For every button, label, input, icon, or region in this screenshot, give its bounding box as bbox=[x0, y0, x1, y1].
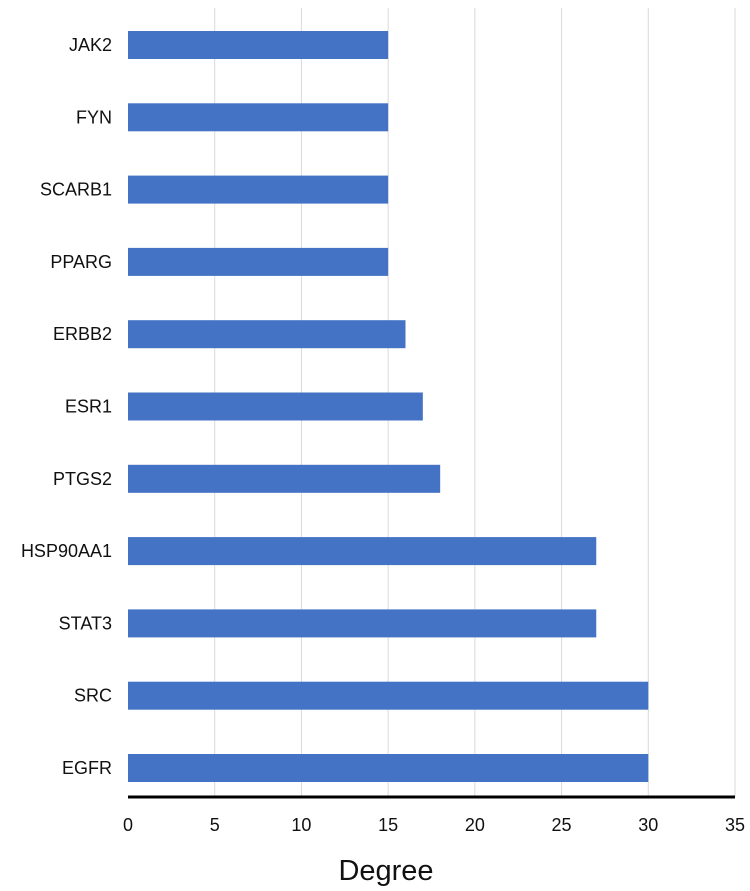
bars bbox=[128, 31, 649, 782]
category-label: PTGS2 bbox=[53, 469, 112, 489]
x-tick-label: 5 bbox=[210, 815, 220, 835]
bar-stat3 bbox=[128, 609, 597, 638]
category-label: ERBB2 bbox=[53, 324, 112, 344]
category-labels: JAK2 FYN SCARB1 PPARG ERBB2 ESR1 PTGS2 HSP90AA1… bbox=[21, 35, 112, 778]
category-label: PPARG bbox=[50, 252, 112, 272]
bar-hsp90aa1 bbox=[128, 537, 597, 566]
bar-ptgs2 bbox=[128, 464, 441, 493]
category-label: STAT3 bbox=[59, 613, 112, 633]
x-tick-label: 30 bbox=[638, 815, 658, 835]
x-tick-label: 35 bbox=[725, 815, 745, 835]
category-label: SRC bbox=[74, 686, 112, 706]
bar-esr1 bbox=[128, 392, 423, 421]
category-label: SCARB1 bbox=[40, 180, 112, 200]
x-axis-title: Degree bbox=[338, 855, 433, 887]
x-tick-label: 10 bbox=[291, 815, 311, 835]
bar-fyn bbox=[128, 103, 389, 132]
category-label: JAK2 bbox=[69, 35, 112, 55]
category-label: ESR1 bbox=[65, 397, 112, 417]
x-tick-label: 0 bbox=[123, 815, 133, 835]
category-label: FYN bbox=[76, 107, 112, 127]
x-tick-labels: 0 5 10 15 20 25 30 35 bbox=[123, 815, 745, 835]
bar-scarb1 bbox=[128, 175, 389, 204]
bar-egfr bbox=[128, 754, 649, 782]
bar-src bbox=[128, 681, 649, 710]
category-label: HSP90AA1 bbox=[21, 541, 112, 561]
bar-pparg bbox=[128, 247, 389, 276]
x-tick-label: 20 bbox=[465, 815, 485, 835]
bar-erbb2 bbox=[128, 320, 406, 349]
x-tick-label: 25 bbox=[552, 815, 572, 835]
x-tick-label: 15 bbox=[378, 815, 398, 835]
bar-jak2 bbox=[128, 31, 389, 59]
category-label: EGFR bbox=[62, 758, 112, 778]
